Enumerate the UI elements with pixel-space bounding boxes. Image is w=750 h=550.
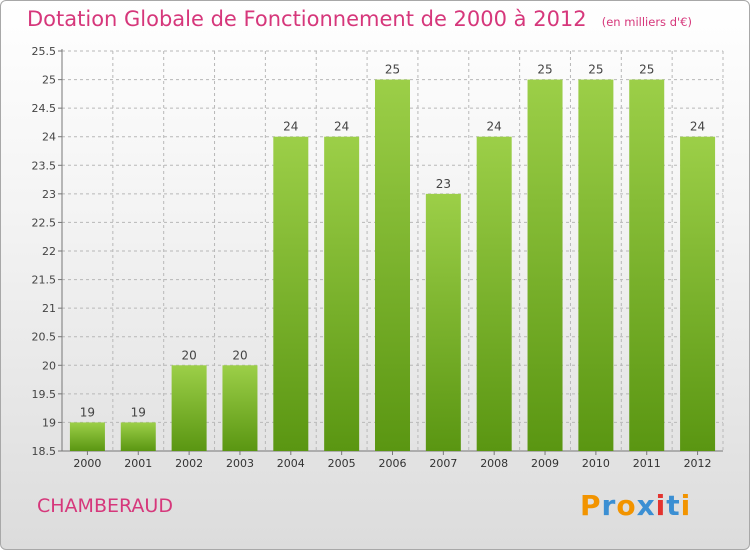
bar: [476, 136, 512, 451]
logo-letter: i: [680, 489, 692, 522]
chart-unit: (en milliers d'€): [601, 15, 692, 29]
logo-letter: t: [666, 489, 681, 522]
commune-name: CHAMBERAUD: [37, 495, 173, 517]
y-tick-label: 18.5: [32, 445, 57, 458]
y-tick-label: 19.5: [32, 388, 57, 401]
x-tick-label: 2005: [328, 457, 356, 470]
bar-value-label: 25: [639, 63, 654, 77]
x-tick-label: 2011: [633, 457, 661, 470]
x-tick-label: 2010: [582, 457, 610, 470]
x-tick-label: 2009: [531, 457, 559, 470]
bar-value-label: 24: [690, 120, 705, 134]
y-tick-label: 21: [42, 302, 56, 315]
bar: [680, 136, 716, 451]
logo-letter: x: [636, 489, 656, 522]
x-tick-label: 2004: [277, 457, 305, 470]
y-tick-label: 22: [42, 245, 56, 258]
x-tick-label: 2001: [124, 457, 152, 470]
bars: [69, 79, 716, 452]
y-tick-label: 24.5: [32, 102, 57, 115]
bar: [425, 193, 461, 451]
bar: [527, 79, 563, 452]
logo-letter: P: [580, 489, 602, 522]
bar-value-label: 24: [334, 120, 349, 134]
proxiti-logo[interactable]: Proxiti: [580, 489, 691, 522]
bar: [375, 79, 410, 452]
bar: [629, 79, 665, 452]
bar: [222, 365, 258, 451]
labels: 18.5 19 19.5 20 20.5 21 21.5 22 22.5 23 23.5 24 24.5…: [32, 45, 712, 470]
bar: [69, 422, 105, 451]
y-tick-label: 23.5: [32, 159, 57, 172]
y-tick-label: 21.5: [32, 274, 57, 287]
x-tick-label: 2003: [226, 457, 254, 470]
x-tick-label: 2007: [429, 457, 457, 470]
bar-value-label: 19: [80, 405, 95, 419]
bar-value-label: 25: [537, 63, 552, 77]
x-tick-label: 2012: [684, 457, 712, 470]
bar-value-label: 20: [232, 348, 247, 362]
logo-letter: o: [616, 489, 637, 522]
bar: [120, 422, 156, 451]
title-line: Dotation Globale de Fonctionnement de 20…: [27, 7, 692, 31]
bar-value-label: 25: [385, 63, 400, 77]
bar-value-label: 25: [588, 63, 603, 77]
bar-value-label: 24: [283, 120, 298, 134]
y-tick-label: 25.5: [32, 45, 57, 58]
y-tick-label: 25: [42, 74, 56, 87]
x-tick-label: 2008: [480, 457, 508, 470]
y-tick-label: 24: [42, 131, 56, 144]
x-tick-label: 2000: [73, 457, 101, 470]
bar: [324, 136, 360, 451]
y-tick-label: 20: [42, 359, 56, 372]
y-tick-label: 22.5: [32, 216, 57, 229]
bar: [578, 79, 614, 452]
bar-value-label: 24: [487, 120, 502, 134]
logo-letter: i: [655, 489, 667, 522]
bar: [171, 365, 207, 451]
bar-value-label: 23: [436, 177, 451, 191]
y-tick-label: 19: [42, 416, 56, 429]
y-tick-label: 23: [42, 188, 56, 201]
bar: [273, 136, 309, 451]
logo-letter: r: [601, 489, 617, 522]
x-tick-label: 2006: [379, 457, 407, 470]
x-tick-label: 2002: [175, 457, 203, 470]
chart-title: Dotation Globale de Fonctionnement de 20…: [27, 7, 587, 31]
bar-value-label: 19: [131, 405, 146, 419]
y-tick-label: 20.5: [32, 331, 57, 344]
bar-value-label: 20: [181, 348, 196, 362]
